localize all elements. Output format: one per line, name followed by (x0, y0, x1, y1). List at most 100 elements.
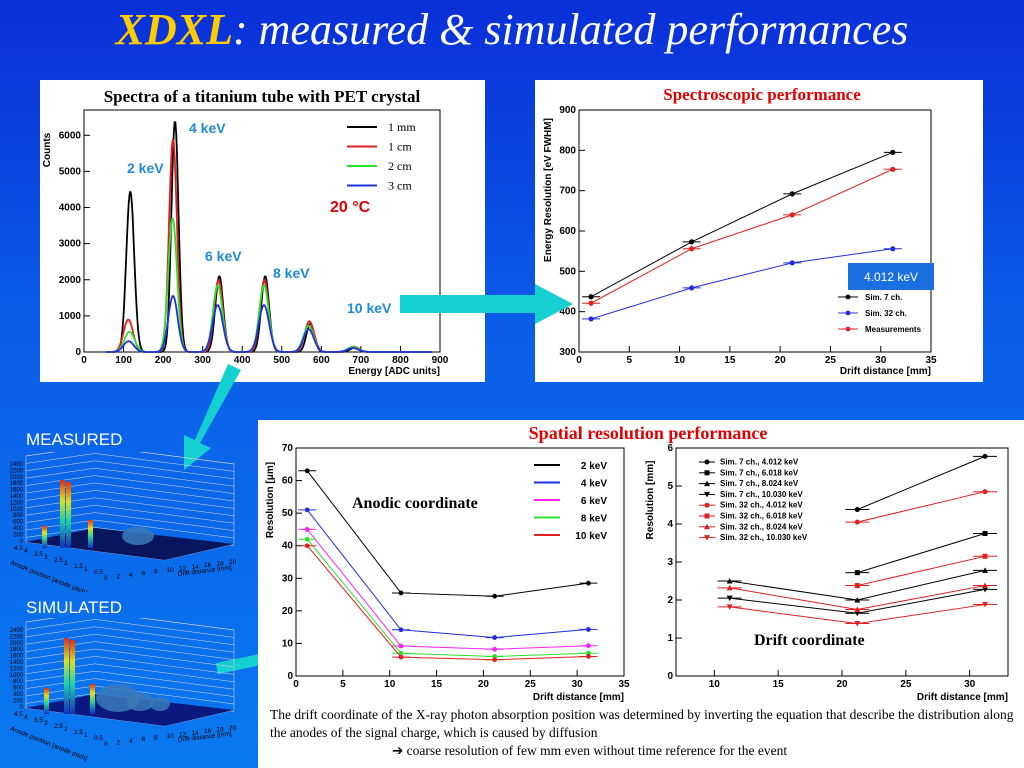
y-tick-label: 0.5 (94, 735, 103, 742)
grid-line (94, 626, 235, 646)
x-tick-label: 30 (572, 679, 584, 690)
temperature-label: 20 °C (330, 199, 371, 216)
data-point (492, 635, 498, 640)
data-point (704, 513, 710, 519)
grid-line (25, 685, 96, 697)
grid-line (25, 641, 96, 652)
x-tick-label: 4 (129, 572, 133, 579)
grid-line (25, 693, 96, 704)
z-tick-label: 2400 (10, 628, 24, 634)
surface-spike (70, 640, 75, 714)
z-tick-label: 400 (13, 692, 24, 698)
z-tick-label: 1400 (10, 494, 24, 500)
z-tick-label: 200 (13, 698, 24, 704)
data-point (854, 606, 861, 612)
simulated-surface-plot: 2400220020001800160014001200100080060040… (9, 618, 237, 763)
y-tick-label: 3 (44, 720, 48, 727)
data-point (588, 294, 594, 300)
y-tick-label: 400 (559, 307, 576, 318)
grid-line (25, 619, 96, 630)
data-point (982, 567, 989, 573)
x-tick-label: 4 (129, 738, 133, 745)
z-tick-label: 2200 (10, 468, 24, 474)
y-tick-label: 900 (559, 105, 576, 116)
grid-line (139, 452, 235, 465)
y-tick-label: 2 (64, 560, 68, 567)
x-tick-label: 10 (167, 733, 175, 740)
data-point (492, 646, 498, 652)
z-tick-label: 1000 (10, 507, 24, 513)
x-tick-label: 25 (825, 355, 837, 366)
x-axis-label: Drift distance [mm] (533, 692, 624, 703)
y-tick-label: 2.5 (54, 723, 63, 730)
x-axis-label: Drift distance [mm] (917, 692, 1008, 703)
x-tick-label: 6 (142, 736, 146, 743)
grid-line (94, 504, 235, 524)
legend-label: Sim. 32 ch., 10.030 keV (720, 533, 808, 542)
grid-line (94, 512, 235, 531)
x-tick-label: 0 (576, 355, 582, 366)
anodic-chart: 0 5 10 15 20 25 30 35 0 10 20 30 40 50 60 70 Drift dista… (265, 443, 630, 703)
measured-surface-plot: 2400220020001800160014001200100080060040… (9, 452, 237, 592)
y-tick-label: 300 (559, 347, 576, 358)
x-tick-label: 8 (154, 569, 158, 576)
x-tick-label: 15 (724, 355, 736, 366)
x-tick-label: 300 (194, 355, 211, 366)
y-tick-label: 600 (559, 226, 576, 237)
grid-line (25, 648, 96, 660)
y-tick-label: 3 (44, 554, 48, 561)
data-point (982, 453, 988, 459)
x-tick-label: 500 (273, 355, 290, 366)
z-tick-label: 200 (13, 532, 24, 538)
grid-line (94, 490, 235, 509)
x-tick-label: 18 (217, 561, 225, 568)
data-point (854, 507, 860, 513)
y-tick-label: 0 (75, 347, 81, 358)
grid-line (25, 678, 96, 689)
grid-line (94, 663, 235, 683)
grid-line (25, 670, 96, 682)
y-tick-label: 2 (64, 726, 68, 733)
grid-line (94, 670, 235, 690)
legend-label: 8 keV (581, 514, 607, 525)
spectro-title: Spectroscopic performance (663, 85, 861, 104)
legend-label: Sim. 32 ch., 6.018 keV (720, 512, 803, 521)
spectra-frame (83, 109, 441, 353)
drift-label: Drift coordinate (754, 632, 865, 649)
z-tick-label: 1600 (10, 654, 24, 660)
grid-line (25, 633, 96, 645)
data-point (704, 459, 710, 465)
legend-marker (845, 326, 851, 332)
surface-bump (122, 527, 154, 545)
grid-line (94, 656, 235, 675)
spectra-panel: Spectra of a titanium tube with PET crys… (40, 80, 485, 382)
spectra-title: Spectra of a titanium tube with PET crys… (104, 87, 421, 106)
z-tick-label: 1800 (10, 481, 24, 487)
y-tick-label: 50 (282, 508, 294, 519)
caption-line2: ➔ coarse resolution of few mm even witho… (392, 743, 788, 758)
x-tick-label: 700 (353, 355, 370, 366)
grid-line (94, 453, 235, 472)
data-point (398, 590, 404, 596)
data-point (398, 650, 404, 656)
series-line (590, 151, 893, 298)
x-tick-label: 35 (925, 355, 937, 366)
grid-line (94, 475, 235, 494)
legend-label: Sim. 7 ch., 8.024 keV (720, 479, 799, 488)
series-line (857, 555, 986, 587)
z-tick-label: 1200 (10, 500, 24, 506)
grid-line (94, 482, 235, 502)
grid-line (139, 618, 235, 631)
x-tick-label: 30 (964, 679, 976, 690)
data-point (304, 536, 310, 542)
z-tick-label: 800 (13, 679, 24, 685)
y-tick-label: 4 (667, 519, 673, 530)
data-point (890, 149, 896, 155)
caption: The drift coordinate of the X-ray photon… (270, 706, 1018, 760)
data-point (726, 604, 733, 610)
data-point (726, 578, 733, 584)
peak-label: 8 keV (273, 265, 310, 281)
y-tick-label: 3000 (59, 239, 82, 250)
title-accent: XDXL (115, 5, 233, 54)
x-tick-label: 15 (773, 679, 785, 690)
